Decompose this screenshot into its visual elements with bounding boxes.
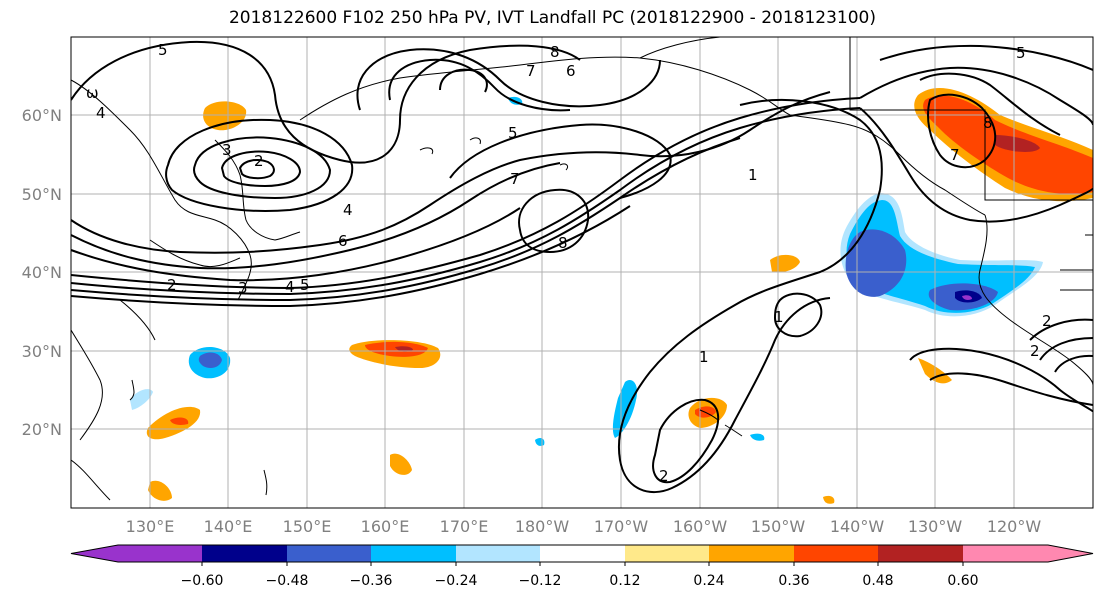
colorbar-extend-max [1048,545,1093,562]
contour-label: 8 [983,114,993,132]
colorbar-segment [118,545,202,562]
contour-label: 3 [222,141,232,159]
colorbar-segment [625,545,709,562]
contour-label: 6 [338,232,348,250]
colorbar-segment [963,545,1048,562]
lon-label: 150°W [751,517,806,536]
colorbar-tick-label: −0.12 [519,573,562,589]
contour-label: 2 [167,276,177,294]
contour-label: ω [86,84,99,102]
lon-label: 120°W [987,517,1042,536]
colorbar [70,544,1094,566]
colorbar-segment [287,545,371,562]
lon-label: 150°E [283,517,332,536]
colorbar-segment [371,545,456,562]
contour-label: 2 [254,152,264,170]
colorbar-extend-min [71,545,118,562]
colorbar-tick-label: −0.60 [181,573,224,589]
colorbar-segment [709,545,794,562]
map-title: 2018122600 F102 250 hPa PV, IVT Landfall… [228,8,876,28]
colorbar-tick-label: 0.36 [778,573,809,589]
colorbar-tick-label: −0.24 [435,573,478,589]
contour-label: 4 [285,278,295,296]
lat-label: 20°N [22,420,62,439]
contour-label: 4 [343,201,353,219]
lon-label: 140°W [830,517,885,536]
contour-label: 7 [526,62,536,80]
lon-label: 170°W [594,517,649,536]
contour-label: 5 [508,124,518,142]
contour-label: 7 [950,146,960,164]
colorbar-tick-label: 0.12 [609,573,640,589]
lat-label: 50°N [22,185,62,204]
contour-label: 4 [96,104,106,122]
contour-label: 8 [558,234,568,252]
colorbar-labels: −0.60 −0.48 −0.36 −0.24 −0.12 0.12 0.24 … [181,573,979,589]
colorbar-tick-label: −0.48 [266,573,309,589]
colorbar-tick-label: −0.36 [350,573,393,589]
lon-label: 130°E [126,517,175,536]
lon-label: 130°W [908,517,963,536]
contour-label: 6 [566,62,576,80]
lon-label: 160°E [361,517,410,536]
lat-label: 40°N [22,263,62,282]
ivt-shading [130,88,1093,504]
lat-label: 60°N [22,106,62,125]
contour-labels: 5 ω 4 3 2 4 6 2 3 4 5 8 7 6 5 7 8 1 1 2 … [86,41,1052,485]
contour-label: 2 [1030,342,1040,360]
contour-label: 1 [774,308,784,326]
contour-label: 5 [158,41,168,59]
contour-label: 1 [748,166,758,184]
pv-contours [71,40,1093,493]
lon-label: 140°E [204,517,253,536]
longitude-labels: 130°E 140°E 150°E 160°E 170°E 180°W 170°… [126,517,1042,536]
colorbar-segment [540,545,625,562]
map-frame [70,36,1094,509]
colorbar-tick-label: 0.48 [862,573,893,589]
contour-label: 8 [550,43,560,61]
colorbar-segment [456,545,540,562]
lat-label: 30°N [22,342,62,361]
contour-label: 1 [699,348,709,366]
lon-label: 180°W [515,517,570,536]
contour-label: 2 [659,467,669,485]
coastlines [71,37,1093,501]
colorbar-segment [202,545,287,562]
contour-label: 3 [238,279,248,297]
colorbar-tick-label: 0.24 [693,573,724,589]
contour-label: 7 [510,170,520,188]
colorbar-segment [794,545,878,562]
latitude-labels: 60°N 50°N 40°N 30°N 20°N [22,106,62,439]
contour-label: 5 [300,276,310,294]
graticule [71,37,1093,508]
colorbar-segment [878,545,963,562]
contour-label: 2 [1042,312,1052,330]
colorbar-tick-label: 0.60 [947,573,978,589]
lon-label: 160°W [673,517,728,536]
contour-label: 5 [1016,44,1026,62]
lon-label: 170°E [440,517,489,536]
colorbar-outline [70,544,1094,563]
